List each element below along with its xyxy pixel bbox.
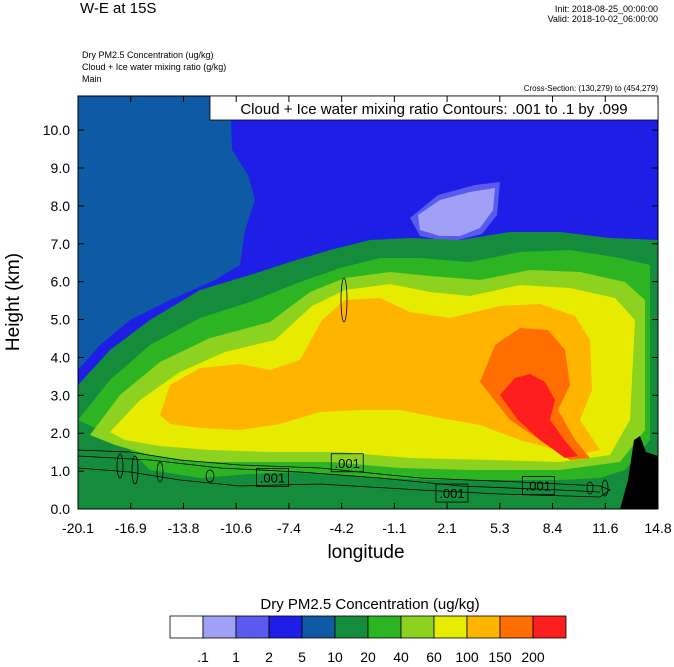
colorbar-swatch bbox=[268, 615, 303, 639]
y-tick-label: 0.0 bbox=[51, 501, 71, 517]
cross-section-label: Cross-Section: (130,279) to (454,279) bbox=[523, 84, 658, 93]
colorbar-swatch bbox=[466, 615, 501, 639]
colorbar: .1 1 2 5 10 20 40 60 100 150 200 bbox=[169, 615, 567, 665]
colorbar-label: 20 bbox=[360, 649, 376, 665]
colorbar-label: 2 bbox=[265, 649, 273, 665]
colorbar-label: 60 bbox=[426, 649, 442, 665]
init-time: Init: 2018-08-25_00:00:00 bbox=[554, 4, 658, 14]
fill-100-150 bbox=[160, 298, 600, 455]
contour-label: .001 bbox=[526, 479, 551, 494]
y-tick-label: 1.0 bbox=[51, 463, 71, 479]
x-tick-label: 11.6 bbox=[592, 520, 618, 536]
contour-label-box bbox=[521, 476, 555, 495]
x-tick-label: -13.8 bbox=[167, 520, 199, 536]
colorbar-label: .1 bbox=[197, 649, 209, 665]
contour-label-group: .001 .001 .001 .001 bbox=[256, 453, 555, 503]
colorbar-label: 200 bbox=[521, 649, 545, 665]
y-tick-label: 8.0 bbox=[51, 198, 71, 214]
x-tick-label: -4.2 bbox=[330, 520, 354, 536]
y-tick-label: 7.0 bbox=[51, 236, 71, 252]
colorbar-swatch bbox=[202, 615, 237, 639]
y-tick-label: 5.0 bbox=[51, 312, 71, 328]
colorbar-swatch bbox=[367, 615, 402, 639]
x-tick-label: 2.1 bbox=[437, 520, 457, 536]
colorbar-label: 10 bbox=[327, 649, 343, 665]
x-tick-label: -7.4 bbox=[277, 520, 301, 536]
y-tick-label: 6.0 bbox=[51, 274, 71, 290]
colorbar-label: 40 bbox=[393, 649, 409, 665]
contour-label: .001 bbox=[335, 456, 360, 471]
axes-group: -20.1 -16.9 -13.8 -10.6 -7.4 -4.2 -1.1 2.1 5.3 8.… bbox=[43, 96, 672, 536]
heatmap-fill: .001 .001 .001 .001 bbox=[78, 96, 658, 509]
colorbar-swatch bbox=[400, 615, 435, 639]
valid-time: Valid: 2018-10-02_06:00:00 bbox=[547, 14, 658, 24]
x-tick-label: 5.3 bbox=[490, 520, 510, 536]
plot-title: W-E at 15S bbox=[80, 0, 157, 17]
terrain-black bbox=[620, 436, 658, 509]
cloud-contours bbox=[78, 277, 611, 498]
x-tick-label: 8.4 bbox=[543, 520, 563, 536]
x-tick-label: -1.1 bbox=[382, 520, 406, 536]
colorbar-label: 150 bbox=[488, 649, 512, 665]
x-tick-label: -16.9 bbox=[115, 520, 147, 536]
contour-label-box bbox=[256, 468, 289, 487]
fill-1-2 bbox=[418, 188, 495, 236]
colorbar-swatch bbox=[301, 615, 336, 639]
contour-label-box bbox=[435, 483, 469, 503]
field-cloud-label: Cloud + Ice water mixing ratio (g/kg) bbox=[82, 62, 227, 72]
contour-label: .001 bbox=[439, 486, 464, 501]
colorbar-swatch bbox=[235, 615, 270, 639]
field-pm25-label: Dry PM2.5 Concentration (ug/kg) bbox=[82, 50, 214, 60]
colorbar-swatch bbox=[334, 615, 369, 639]
colorbar-label: 5 bbox=[298, 649, 306, 665]
y-tick-label: 4.0 bbox=[51, 349, 71, 365]
colorbar-swatch bbox=[499, 615, 534, 639]
contour-note: Cloud + Ice water mixing ratio Contours:… bbox=[240, 101, 627, 118]
colorbar-swatch bbox=[532, 615, 567, 639]
contour-label-box bbox=[330, 453, 364, 473]
x-axis-label: longitude bbox=[327, 542, 405, 563]
colorbar-label: 1 bbox=[232, 649, 240, 665]
fill-5-10 bbox=[78, 96, 255, 509]
y-tick-label: 9.0 bbox=[51, 160, 71, 176]
y-tick-label: 10.0 bbox=[43, 122, 70, 138]
y-tick-label: 3.0 bbox=[51, 387, 71, 403]
colorbar-swatch bbox=[433, 615, 468, 639]
colorbar-swatch bbox=[169, 615, 204, 639]
colorbar-title: Dry PM2.5 Concentration (ug/kg) bbox=[260, 596, 480, 613]
y-tick-label: 2.0 bbox=[51, 425, 71, 441]
x-tick-label: -20.1 bbox=[62, 520, 94, 536]
fill-200-plus bbox=[500, 374, 578, 458]
x-tick-label: 14.8 bbox=[644, 520, 671, 536]
field-main-label: Main bbox=[82, 74, 102, 84]
contour-label: .001 bbox=[260, 471, 285, 486]
colorbar-label: 100 bbox=[455, 649, 479, 665]
x-tick-label: -10.6 bbox=[220, 520, 252, 536]
contour-note-box bbox=[209, 95, 659, 121]
